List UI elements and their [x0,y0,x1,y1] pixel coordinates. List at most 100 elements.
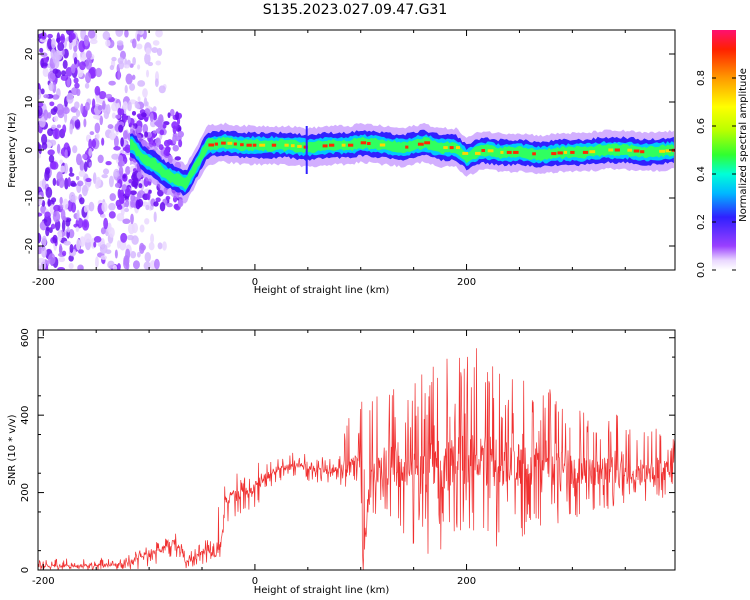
spectrogram-peak-mark [614,148,620,152]
spectrogram-noise-blob [116,204,123,210]
spectrogram-noise-blob [130,251,137,259]
spectrogram-noise-blob [163,139,171,147]
spectrogram-noise-blob [83,118,87,128]
spectrogram-noise-blob [120,137,124,147]
colorbar-tick-label: 0.6 [696,118,707,134]
spectrogram-peak-mark [348,143,354,147]
spectrogram-noise-blob [112,264,118,270]
spectrogram-peak-mark [462,151,469,155]
spectrogram-noise-blob [39,117,46,128]
spectrogram-noise-blob [49,101,55,107]
spectrogram-noise-blob [141,112,147,118]
spectrogram-noise-blob [99,115,104,126]
spectrogram-noise-blob [73,77,79,84]
spectrogram-noise-blob [51,124,57,130]
spectrogram-noise-blob [153,211,157,223]
spectrogram-noise-blob [97,104,103,111]
spectrogram-noise-blob [100,227,106,235]
spectrogram-noise-blob [174,156,182,161]
spectrogram-noise-blob [116,240,121,249]
spectrogram-noise-blob [113,135,119,148]
spectrogram-noise-blob [70,63,76,74]
spectrogram-noise-blob [130,201,136,208]
spectrogram-noise-blob [93,241,97,248]
spectrogram-peak-mark [322,144,328,148]
spectrogram-peak-mark [417,142,424,146]
spectrogram-peak-mark [443,146,448,150]
spectrogram-noise-blob [38,89,42,100]
spectrogram-y-tick-label: -10 [24,190,35,206]
spectrogram-noise-blob [145,47,152,56]
spectrogram-noise-blob [146,69,150,78]
spectrogram-peak-mark [608,148,614,152]
spectrogram-noise-blob [65,218,71,227]
spectrogram-noise-blob [51,38,56,49]
spectrogram-noise-blob [113,146,121,151]
spectrogram-noise-blob [105,249,112,255]
spectrogram-noise-blob [93,235,102,243]
spectrogram-noise-blob [123,257,129,270]
spectrogram-noise-blob [122,218,131,225]
spectrogram-noise-blob [83,205,88,213]
spectrogram-noise-blob [88,148,93,157]
spectrogram-noise-blob [72,145,78,154]
snr-x-tick-label: 0 [252,576,258,587]
spectrogram-noise-blob [138,183,143,189]
spectrogram-peak-mark [284,143,289,147]
spectrogram-noise-blob [57,42,65,52]
spectrogram-noise-blob [72,38,77,47]
spectrogram-noise-blob [95,176,102,188]
spectrogram-peak-mark [640,150,645,154]
spectrogram-noise-blob [67,199,74,212]
spectrogram-noise-blob [109,65,115,71]
spectrogram-noise-blob [129,83,136,91]
spectrogram-noise-blob [148,242,155,251]
spectrogram-noise-blob [47,70,56,82]
spectrogram-noise-blob [129,190,137,196]
spectrogram-noise-blob [60,209,66,221]
spectrogram-noise-blob [132,56,136,66]
spectrogram-noise-blob [81,184,88,197]
spectrogram-noise-blob [106,104,111,115]
spectrogram-noise-blob [80,103,84,114]
spectrogram-noise-blob [68,228,75,239]
spectrogram-noise-blob [105,39,111,47]
spectrogram-peak-mark [246,143,252,147]
spectrogram-noise-blob [44,211,51,219]
spectrogram-peak-mark [551,152,557,156]
spectrogram-noise-blob [56,143,61,154]
colorbar-tick-label: 0.0 [696,262,707,278]
spectrogram-noise-blob [107,124,114,130]
spectrogram-noise-blob [116,213,125,222]
colorbar: 0.0 0.2 0.4 0.6 0.8 Normalized spectral ampl… [696,30,749,278]
spectrogram-noise-blob [73,56,78,65]
spectrogram-noise-blob [118,195,125,204]
snr-y-tick-label: 400 [20,406,31,425]
spectrogram-noise-blob [114,249,118,259]
snr-y-tick-label: 200 [20,483,31,502]
spectrogram-noise-blob [114,182,121,188]
spectrogram-noise-blob [52,234,58,244]
spectrogram-noise-blob [172,144,179,152]
snr-x-axis-label: Height of straight line (km) [254,585,390,596]
spectrogram-peak-mark [633,149,640,153]
spectrogram-noise-blob [105,93,113,99]
spectrogram-noise-blob [111,56,117,62]
spectrogram-panel: -200 0 200 -20 -10 0 10 20 Height of straight l… [7,29,676,296]
spectrogram-peak-mark [506,150,512,154]
spectrogram-noise-blob [41,142,48,150]
spectrogram-noise-blob [59,196,63,205]
spectrogram-noise-blob [63,162,69,174]
spectrogram-peak-mark [252,143,257,147]
spectrogram-peak-mark [449,146,454,150]
spectrogram-peak-mark [259,143,266,147]
spectrogram-noise-blob [55,37,61,43]
spectrogram-noise-blob [38,101,44,108]
spectrogram-y-tick-label: 0 [24,147,35,153]
spectrogram-noise-blob [151,47,159,53]
spectrogram-noise-blob [146,191,151,201]
spectrogram-noise-blob [120,232,128,243]
spectrogram-noise-blob [175,111,180,121]
spectrogram-noise-blob [76,209,80,221]
spectrogram-noise-blob [127,115,131,124]
